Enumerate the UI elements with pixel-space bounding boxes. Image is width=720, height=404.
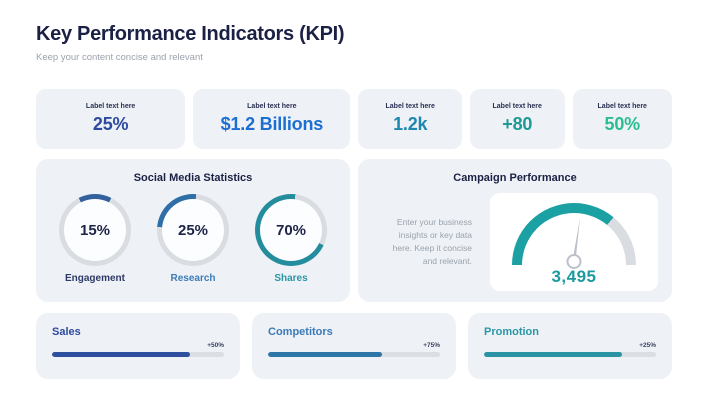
donut-label: Engagement <box>64 273 125 284</box>
donut-value: 70% <box>275 221 307 239</box>
progress-fill <box>484 352 622 357</box>
middle-row: Social Media Statistics 15% Engagement 2… <box>36 159 672 302</box>
progress-fill <box>268 352 382 357</box>
progress-label: Promotion <box>484 326 539 338</box>
kpi-label: Label text here <box>492 103 542 110</box>
progress-card-row: Sales +50% Competitors +75% Promotion +2… <box>36 313 672 379</box>
campaign-description: Enter your business insights or key data… <box>392 216 472 267</box>
slide-content: Key Performance Indicators (KPI) Keep yo… <box>36 0 672 379</box>
progress-label: Sales <box>52 326 81 338</box>
progress-badge: +75% <box>423 342 440 349</box>
kpi-card-row: Label text here 25% Label text here $1.2… <box>36 89 672 149</box>
progress-card-promotion: Promotion +25% <box>468 313 672 379</box>
progress-badge: +25% <box>639 342 656 349</box>
progress-badge: +50% <box>207 342 224 349</box>
kpi-card-4: Label text here +80 <box>469 89 565 149</box>
donut-hole <box>260 199 322 261</box>
kpi-label: Label text here <box>247 103 297 110</box>
progress-track <box>268 352 440 357</box>
page-subtitle: Keep your content concise and relevant <box>36 52 203 63</box>
header: Key Performance Indicators (KPI) Keep yo… <box>36 0 672 63</box>
kpi-value: $1.2 Billions <box>220 114 324 134</box>
kpi-label: Label text here <box>385 103 435 110</box>
donut-hole <box>162 199 224 261</box>
donut-research: 25% Research <box>157 194 229 284</box>
gauge-needle-hub <box>566 254 582 269</box>
gauge-value: 3,495 <box>551 267 597 286</box>
kpi-value: 1.2k <box>393 114 428 134</box>
donut-value: 25% <box>177 221 209 239</box>
kpi-label: Label text here <box>597 103 647 110</box>
donut-engagement: 15% Engagement <box>59 194 131 284</box>
campaign-card-title: Campaign Performance <box>453 172 577 184</box>
progress-fill <box>52 352 190 357</box>
gauge-chart <box>512 203 636 269</box>
page-title: Key Performance Indicators (KPI) <box>36 23 345 45</box>
progress-card-sales: Sales +50% <box>36 313 240 379</box>
donut-chart-row: 15% Engagement 25% Research <box>36 194 350 284</box>
social-media-statistics-card: Social Media Statistics 15% Engagement 2… <box>36 159 350 302</box>
campaign-performance-card: Campaign Performance Enter your business… <box>358 159 672 302</box>
donut-ring: 70% <box>255 194 327 266</box>
donut-ring: 15% <box>59 194 131 266</box>
gauge-panel: 3,495 <box>490 193 658 291</box>
kpi-card-3: Label text here 1.2k <box>358 89 462 149</box>
kpi-card-2: Label text here $1.2 Billions <box>193 89 351 149</box>
social-card-title: Social Media Statistics <box>133 172 253 184</box>
donut-value: 15% <box>79 221 111 239</box>
donut-ring: 25% <box>157 194 229 266</box>
donut-label: Shares <box>274 273 308 284</box>
kpi-value: 25% <box>92 114 129 134</box>
kpi-value: 50% <box>604 114 641 134</box>
donut-hole <box>64 199 126 261</box>
progress-card-competitors: Competitors +75% <box>252 313 456 379</box>
kpi-card-5: Label text here 50% <box>572 89 672 149</box>
kpi-label: Label text here <box>85 103 136 110</box>
progress-track <box>52 352 224 357</box>
progress-track <box>484 352 656 357</box>
progress-label: Competitors <box>268 326 333 338</box>
kpi-card-1: Label text here 25% <box>36 89 186 149</box>
donut-label: Research <box>170 273 216 284</box>
campaign-body: Enter your business insights or key data… <box>358 193 672 291</box>
kpi-value: +80 <box>502 114 533 134</box>
donut-shares: 70% Shares <box>255 194 327 284</box>
